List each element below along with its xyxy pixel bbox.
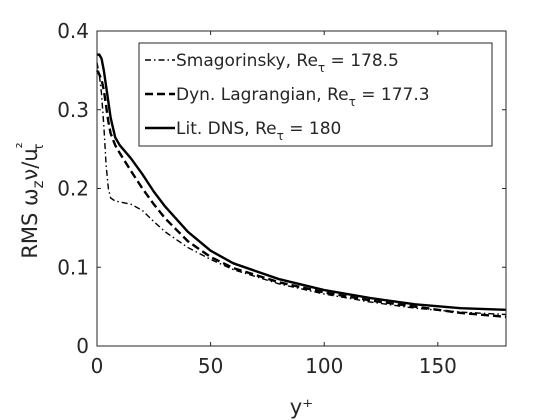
ticks-layer: 0 50 100 150 0 0.1 0.2 0.3 0.4 y⁺ RMS ωzν/u²τ (13, 19, 506, 419)
y-tick-label: 0.4 (57, 19, 89, 43)
x-tick-label: 100 (305, 354, 343, 378)
y-axis-label-part: z (29, 180, 47, 188)
y-tick-label: 0.1 (57, 255, 89, 279)
x-tick-label: 50 (198, 354, 223, 378)
y-axis-label-part: ² (13, 142, 31, 148)
legend-label: Dyn. Lagrangian, Reτ = 177.3 (176, 85, 430, 109)
legend-label: Smagorinsky, Reτ = 178.5 (176, 51, 399, 75)
x-tick-label: 0 (91, 354, 104, 378)
series-layer (95, 53, 507, 319)
y-tick-label: 0.3 (57, 98, 89, 122)
series-line-dashed (95, 69, 507, 319)
legend-label: Lit. DNS, Reτ = 180 (176, 119, 341, 143)
series-line-dashdot (96, 62, 507, 316)
y-tick-label: 0 (76, 334, 89, 358)
y-axis-label-part: RMS ω (18, 188, 42, 258)
x-axis-label: y⁺ (290, 395, 314, 419)
y-axis-label: RMS ωzν/u²τ (13, 142, 47, 258)
x-tick-label: 150 (419, 354, 457, 378)
y-tick-label: 0.2 (57, 177, 89, 201)
y-axis-label-part: ν/u (18, 148, 42, 180)
y-axis-label-part: τ (32, 143, 47, 151)
legend: Smagorinsky, Reτ = 178.5 Dyn. Lagrangian,… (138, 42, 493, 147)
series-line-solid (97, 53, 507, 311)
legend-box (138, 42, 493, 147)
